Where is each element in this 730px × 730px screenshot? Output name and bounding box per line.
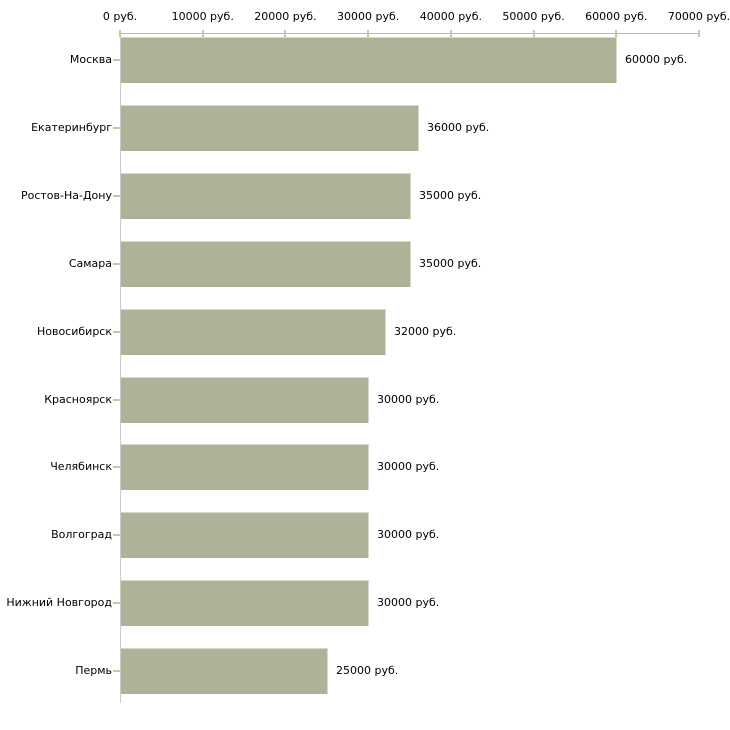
bar — [121, 173, 411, 219]
value-label: 30000 руб. — [377, 460, 440, 473]
y-tick — [113, 670, 120, 672]
x-tick — [284, 30, 287, 37]
bar — [121, 37, 617, 83]
x-tick-label: 50000 руб. — [502, 10, 565, 23]
y-tick — [113, 331, 120, 333]
bar — [121, 105, 419, 151]
x-tick-label: 20000 руб. — [254, 10, 317, 23]
category-label: Пермь — [75, 664, 112, 677]
x-axis-line — [120, 33, 700, 34]
x-tick-label: 30000 руб. — [337, 10, 400, 23]
value-label: 35000 руб. — [419, 189, 482, 202]
category-label: Ростов-На-Дону — [20, 189, 112, 202]
category-label: Самара — [68, 257, 112, 270]
category-label: Москва — [69, 53, 112, 66]
bar — [121, 377, 369, 423]
y-tick — [113, 59, 120, 61]
y-tick — [113, 602, 120, 604]
value-label: 60000 руб. — [625, 53, 688, 66]
y-axis-line — [120, 33, 121, 703]
bar — [121, 580, 369, 626]
bar — [121, 309, 386, 355]
category-label: Челябинск — [50, 460, 112, 473]
x-tick — [449, 30, 452, 37]
value-label: 30000 руб. — [377, 393, 440, 406]
bar — [121, 241, 411, 287]
y-tick — [113, 127, 120, 129]
x-tick-label: 70000 руб. — [667, 10, 730, 23]
y-tick — [113, 399, 120, 401]
bar — [121, 512, 369, 558]
bar — [121, 648, 328, 694]
x-tick-label: 10000 руб. — [171, 10, 234, 23]
category-label: Красноярск — [44, 393, 112, 406]
value-label: 32000 руб. — [394, 325, 457, 338]
value-label: 25000 руб. — [336, 664, 399, 677]
y-tick — [113, 466, 120, 468]
x-tick-label: 60000 руб. — [585, 10, 648, 23]
value-label: 35000 руб. — [419, 257, 482, 270]
category-label: Екатеринбург — [31, 121, 112, 134]
category-label: Нижний Новгород — [6, 596, 112, 609]
x-tick-label: 0 руб. — [102, 10, 138, 23]
x-tick-label: 40000 руб. — [419, 10, 482, 23]
bar — [121, 444, 369, 490]
x-tick — [532, 30, 535, 37]
y-tick — [113, 195, 120, 197]
x-tick — [615, 30, 618, 37]
value-label: 30000 руб. — [377, 528, 440, 541]
x-tick — [367, 30, 370, 37]
value-label: 36000 руб. — [427, 121, 490, 134]
value-label: 30000 руб. — [377, 596, 440, 609]
y-tick — [113, 534, 120, 536]
x-tick — [201, 30, 204, 37]
category-label: Новосибирск — [36, 325, 112, 338]
y-tick — [113, 263, 120, 265]
category-label: Волгоград — [51, 528, 112, 541]
x-tick — [119, 30, 121, 37]
x-tick — [698, 30, 700, 37]
